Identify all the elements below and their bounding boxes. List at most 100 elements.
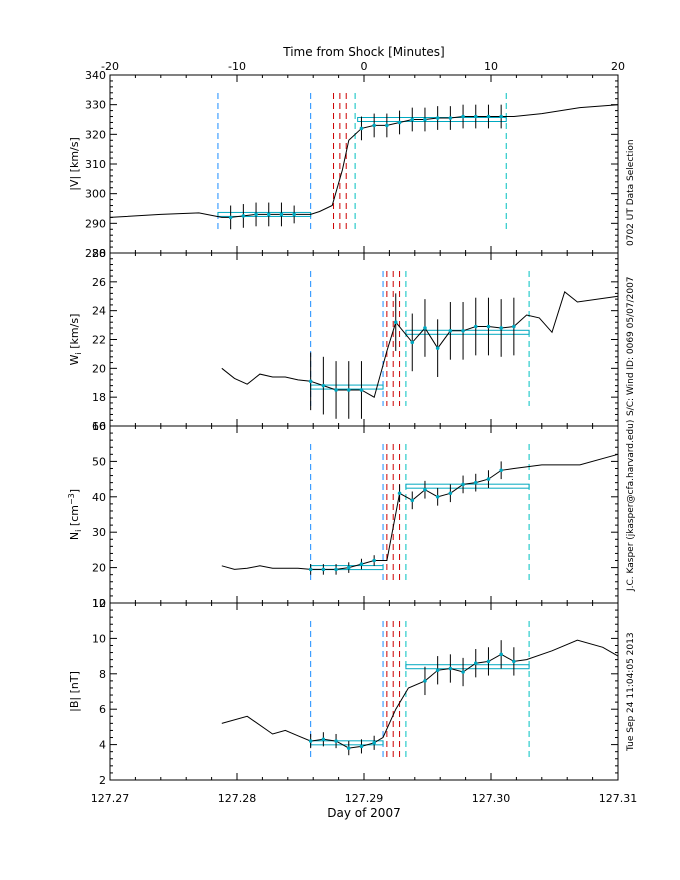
data-point: [461, 329, 465, 333]
top-tick-label: -10: [228, 60, 246, 73]
y-tick-label: 18: [92, 391, 106, 404]
data-point: [346, 746, 351, 750]
data-point: [321, 737, 326, 742]
top-tick-label: 20: [611, 60, 625, 73]
y-tick-label: 330: [85, 99, 106, 112]
data-point: [308, 567, 313, 572]
y-axis-label: |V| [km/s]: [68, 137, 81, 191]
data-point: [397, 120, 402, 125]
top-tick-label: -20: [101, 60, 119, 73]
panel-V: 280 290 300 310 320 330 340 |V| [km/s]: [68, 69, 619, 260]
data-point: [423, 487, 427, 492]
data-point: [448, 116, 453, 120]
data-point: [448, 491, 453, 496]
data-point: [308, 379, 313, 384]
data-point: [279, 212, 284, 217]
data-point: [512, 659, 516, 664]
data-point: [423, 679, 427, 683]
data-point: [473, 324, 478, 329]
data-point: [410, 117, 415, 122]
data-point: [372, 741, 376, 745]
data-point: [486, 114, 491, 119]
y-tick-label: 2: [99, 774, 106, 787]
y-tick-label: 340: [85, 69, 106, 82]
data-series-line: [221, 453, 619, 570]
data-point: [461, 670, 465, 674]
data-point: [346, 388, 351, 392]
y-tick-label: 8: [99, 668, 106, 681]
data-point: [321, 567, 326, 572]
side-text-date: Tue Sep 24 11:04:05 2013: [626, 632, 636, 752]
y-tick-label: 24: [92, 305, 106, 318]
y-tick-label: 320: [85, 128, 106, 141]
data-point: [372, 123, 376, 128]
downstream-mean-bar: [405, 664, 530, 670]
downstream-mean-bar: [405, 329, 530, 335]
y-tick-label: 6: [99, 703, 106, 716]
data-point: [346, 565, 351, 570]
data-point: [423, 326, 427, 330]
data-point: [385, 123, 389, 128]
y-tick-label: 50: [92, 455, 106, 468]
y-tick-label: 10: [92, 597, 106, 610]
data-point: [499, 114, 503, 119]
bottom-tick-label: 127.30: [472, 792, 511, 805]
data-point: [499, 652, 503, 657]
bottom-axis: 127.27 127.28 127.29 127.30 127.31: [91, 792, 638, 805]
y-axis-label: Ni [cm−3]: [67, 489, 83, 540]
top-axis: -20 -10 0 10 20: [101, 60, 625, 73]
data-point: [334, 739, 338, 743]
data-point: [486, 659, 491, 664]
data-point: [321, 383, 326, 388]
y-axis-label: |B| [nT]: [68, 671, 81, 712]
y-tick-label: 22: [92, 334, 106, 347]
data-point: [334, 567, 338, 572]
y-tick-label: 12: [92, 597, 106, 610]
data-point: [486, 324, 491, 329]
downstream-mean-bar: [357, 117, 507, 122]
data-point: [228, 215, 233, 220]
data-point: [334, 388, 338, 392]
side-annotations: 0702 UT Data Selection S/C: Wind ID: 006…: [626, 139, 636, 752]
y-axis-label: Wi [km/s]: [68, 314, 83, 366]
data-point: [435, 346, 440, 350]
y-tick-label: 300: [85, 188, 106, 201]
y-tick-label: 16: [92, 420, 106, 433]
y-tick-label: 4: [99, 739, 106, 752]
y-tick-label: 30: [92, 526, 106, 539]
data-point: [410, 340, 415, 345]
data-series-line: [221, 639, 619, 749]
data-point: [448, 666, 453, 671]
side-text-author: J.C. Kasper (jkasper@cfa.harvard.edu): [626, 420, 636, 592]
bottom-tick-label: 127.29: [345, 792, 384, 805]
data-point: [292, 212, 296, 217]
side-text-spacecraft: S/C: Wind ID: 0069 05/07/2007: [626, 276, 636, 416]
data-point: [359, 562, 364, 566]
data-point: [435, 116, 440, 120]
data-point: [359, 744, 364, 749]
y-tick-label: 20: [92, 362, 106, 375]
bottom-tick-label: 127.28: [218, 792, 257, 805]
data-point: [435, 668, 440, 673]
data-point: [461, 114, 465, 119]
data-point: [473, 661, 478, 665]
y-tick-label: 28: [92, 247, 106, 260]
y-tick-label: 60: [92, 420, 106, 433]
y-tick-label: 310: [85, 158, 106, 171]
data-point: [473, 480, 478, 485]
data-point: [512, 324, 516, 329]
downstream-mean-bar: [405, 483, 530, 489]
y-tick-label: 10: [92, 632, 106, 645]
data-point: [410, 498, 415, 503]
y-tick-label: 290: [85, 217, 106, 230]
panel-frame: [109, 252, 619, 427]
top-axis-title: Time from Shock [Minutes]: [282, 45, 444, 59]
panel-frame: [109, 425, 619, 604]
bottom-axis-title: Day of 2007: [327, 806, 400, 820]
upstream-mean-bar: [310, 384, 384, 390]
data-point: [435, 495, 440, 499]
panel-W: 16 18 20 22 24 26 28 Wi [km/s]: [68, 247, 619, 433]
data-point: [359, 126, 364, 131]
